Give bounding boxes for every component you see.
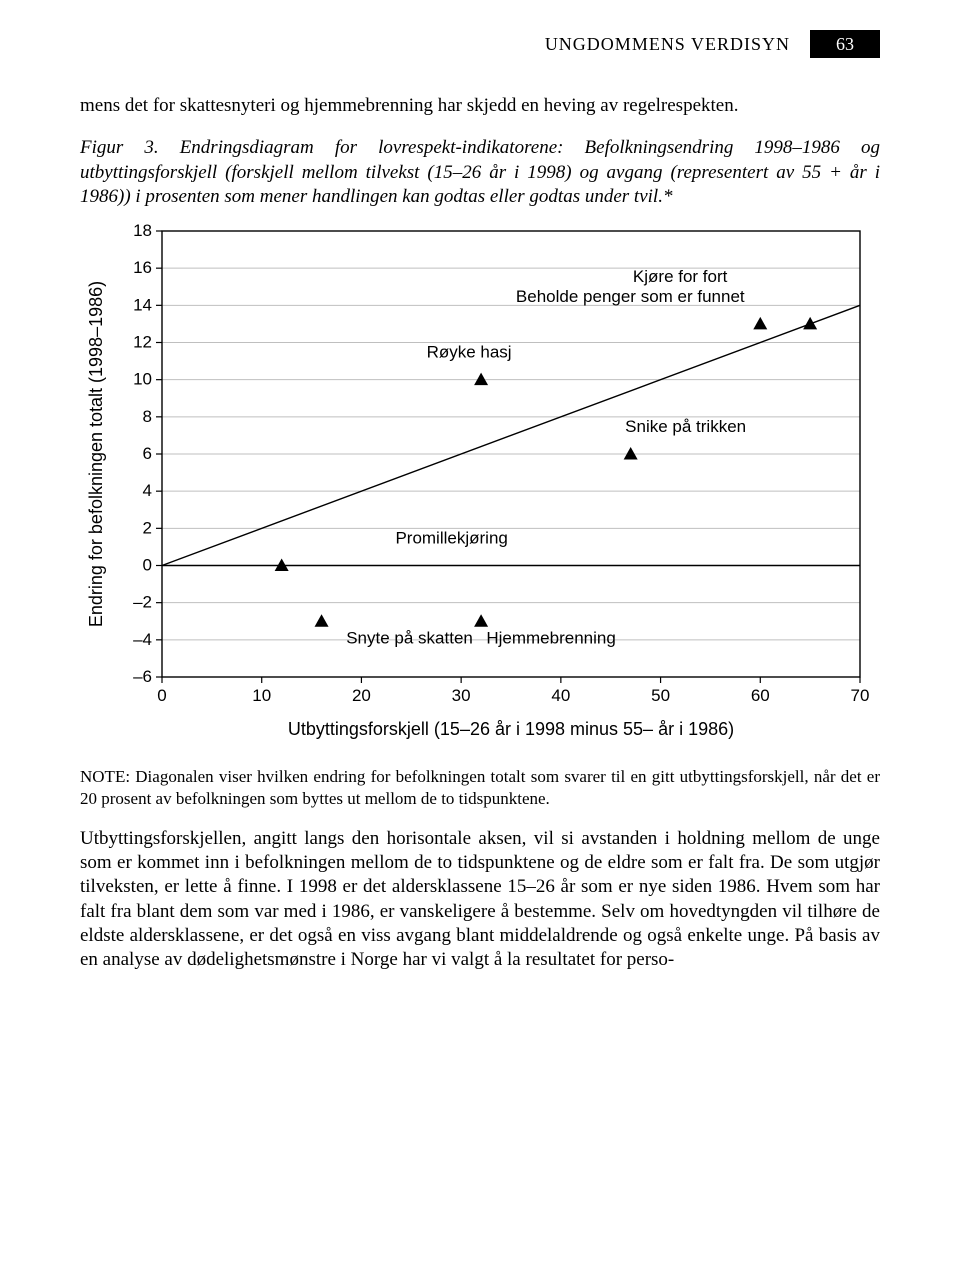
svg-text:30: 30 bbox=[452, 686, 471, 705]
svg-text:Endring for befolkningen total: Endring for befolkningen totalt (1998–19… bbox=[86, 281, 106, 627]
svg-text:Promillekjøring: Promillekjøring bbox=[395, 529, 507, 548]
svg-text:10: 10 bbox=[252, 686, 271, 705]
svg-text:Snike på trikken: Snike på trikken bbox=[625, 417, 746, 436]
page-header: UNGDOMMENS VERDISYN 63 bbox=[80, 30, 880, 58]
svg-text:Hjemmebrenning: Hjemmebrenning bbox=[486, 629, 615, 648]
scatter-chart: –6 –4 –2 0 2 4 6 8 10 12 14 16 18 0 10 20 30 40 50 60 70 Utby… bbox=[80, 219, 880, 749]
svg-text:Kjøre for fort: Kjøre for fort bbox=[633, 267, 728, 286]
svg-text:–4: –4 bbox=[133, 630, 152, 649]
svg-text:Utbyttingsforskjell (15–26 år: Utbyttingsforskjell (15–26 år i 1998 min… bbox=[288, 719, 734, 739]
figure-caption: Figur 3. Endringsdiagram for lovrespekt-… bbox=[80, 136, 880, 209]
svg-text:Snyte på skatten: Snyte på skatten bbox=[346, 629, 473, 648]
svg-text:12: 12 bbox=[133, 333, 152, 352]
svg-text:–2: –2 bbox=[133, 593, 152, 612]
svg-text:16: 16 bbox=[133, 258, 152, 277]
svg-text:6: 6 bbox=[143, 444, 152, 463]
intro-paragraph: mens det for skattesnyteri og hjemmebren… bbox=[80, 94, 880, 118]
svg-text:0: 0 bbox=[157, 686, 166, 705]
figure-caption-text: Endringsdiagram for lovrespekt-indikator… bbox=[80, 137, 880, 207]
svg-text:Beholde penger som er funnet: Beholde penger som er funnet bbox=[516, 287, 745, 306]
page-number: 63 bbox=[810, 30, 880, 58]
svg-text:14: 14 bbox=[133, 296, 152, 315]
figure-note: NOTE: Diagonalen viser hvilken endring f… bbox=[80, 766, 880, 809]
svg-text:70: 70 bbox=[851, 686, 870, 705]
svg-text:8: 8 bbox=[143, 407, 152, 426]
svg-text:20: 20 bbox=[352, 686, 371, 705]
chart-container: –6 –4 –2 0 2 4 6 8 10 12 14 16 18 0 10 20 30 40 50 60 70 Utby… bbox=[80, 219, 880, 754]
svg-text:2: 2 bbox=[143, 519, 152, 538]
svg-text:Røyke hasj: Røyke hasj bbox=[427, 343, 512, 362]
running-head: UNGDOMMENS VERDISYN bbox=[545, 34, 790, 55]
svg-text:0: 0 bbox=[143, 556, 152, 575]
svg-text:4: 4 bbox=[143, 481, 152, 500]
body-paragraph: Utbyttingsforskjellen, angitt langs den … bbox=[80, 827, 880, 973]
svg-text:18: 18 bbox=[133, 221, 152, 240]
figure-label: Figur 3. bbox=[80, 137, 159, 158]
svg-text:50: 50 bbox=[651, 686, 670, 705]
svg-text:40: 40 bbox=[551, 686, 570, 705]
svg-text:–6: –6 bbox=[133, 667, 152, 686]
svg-text:10: 10 bbox=[133, 370, 152, 389]
page: UNGDOMMENS VERDISYN 63 mens det for skat… bbox=[0, 0, 960, 1021]
svg-text:60: 60 bbox=[751, 686, 770, 705]
